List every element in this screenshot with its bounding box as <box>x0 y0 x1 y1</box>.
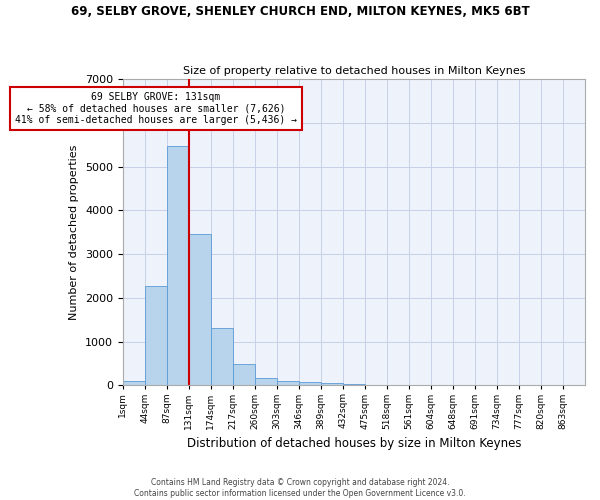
Bar <box>255 378 277 386</box>
Text: 69, SELBY GROVE, SHENLEY CHURCH END, MILTON KEYNES, MK5 6BT: 69, SELBY GROVE, SHENLEY CHURCH END, MIL… <box>71 5 529 18</box>
X-axis label: Distribution of detached houses by size in Milton Keynes: Distribution of detached houses by size … <box>187 437 521 450</box>
Bar <box>299 382 321 386</box>
Text: 69 SELBY GROVE: 131sqm
← 58% of detached houses are smaller (7,626)
41% of semi-: 69 SELBY GROVE: 131sqm ← 58% of detached… <box>15 92 297 126</box>
Bar <box>189 234 211 386</box>
Bar <box>233 364 255 386</box>
Bar <box>167 146 189 386</box>
Title: Size of property relative to detached houses in Milton Keynes: Size of property relative to detached ho… <box>182 66 525 76</box>
Bar <box>145 286 167 386</box>
Bar <box>211 328 233 386</box>
Bar <box>343 384 365 386</box>
Bar <box>123 381 145 386</box>
Y-axis label: Number of detached properties: Number of detached properties <box>70 144 79 320</box>
Bar <box>321 383 343 386</box>
Text: Contains HM Land Registry data © Crown copyright and database right 2024.
Contai: Contains HM Land Registry data © Crown c… <box>134 478 466 498</box>
Bar <box>277 381 299 386</box>
